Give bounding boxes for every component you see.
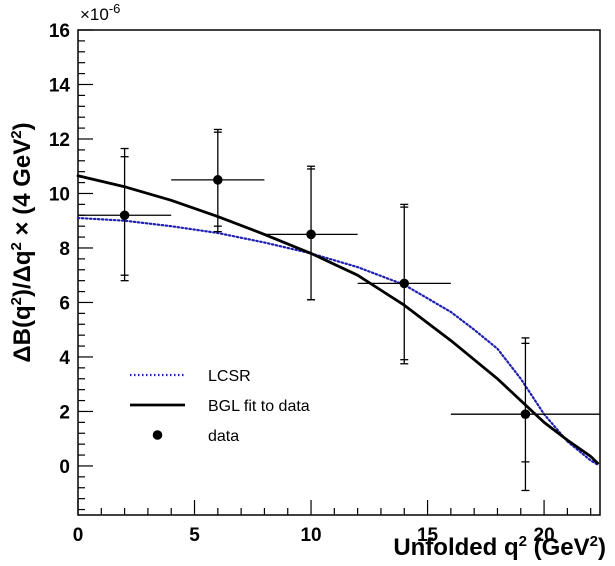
- y-title-sup: 2: [8, 242, 25, 250]
- plot-area: 0 5 10 15 20 0 2 4 6 8 10 12 14 16 ×10-6 LCSR BGL fit to…: [8, 1, 606, 561]
- legend-label: data: [208, 428, 239, 445]
- x-axis-title: Unfolded q2 (GeV2): [393, 533, 606, 561]
- y-tick-label: 10: [49, 184, 70, 205]
- y-multiplier-exponent: -6: [109, 1, 121, 16]
- x-tick-label: 0: [73, 525, 84, 546]
- y-title-text: ): [9, 122, 36, 130]
- y-tick-label: 0: [59, 457, 70, 478]
- y-title-text: × (4 GeV: [9, 139, 36, 242]
- y-title-text: )/Δq: [9, 250, 36, 297]
- data-point-group: [78, 147, 172, 282]
- x-tick-label: 5: [189, 525, 200, 546]
- y-title-text: ΔB(q: [9, 305, 36, 362]
- x-title-close: ): [598, 534, 606, 561]
- y-title-sup: 2: [8, 297, 25, 305]
- y-title-sup: 2: [8, 130, 25, 138]
- y-tick-label: 12: [49, 130, 70, 151]
- x-tick-label: 20: [534, 525, 555, 546]
- y-tick-label: 14: [49, 75, 71, 96]
- y-tick-label: 8: [59, 239, 70, 260]
- x-tick-label: 10: [300, 525, 321, 546]
- data-point-group: [264, 165, 358, 301]
- legend-label: LCSR: [208, 368, 251, 385]
- data-point: [119, 210, 130, 221]
- plot-frame: [77, 29, 601, 516]
- x-title-text: Unfolded q: [393, 534, 518, 561]
- legend-marker-data: [152, 430, 163, 440]
- y-tick-label: 2: [59, 402, 70, 423]
- legend-label: BGL fit to data: [208, 398, 310, 415]
- y-tick-label: 4: [59, 348, 70, 369]
- y-tick-label: 16: [49, 21, 70, 42]
- lcsr-curve: [76, 216, 599, 466]
- x-title-unit: (GeV: [527, 534, 590, 561]
- data-point: [399, 278, 410, 289]
- x-title-unit-sup: 2: [590, 533, 598, 550]
- data-point-group: [450, 337, 600, 492]
- y-multiplier-label: ×10-6: [80, 1, 120, 24]
- data-point: [213, 175, 223, 185]
- data-point-group: [171, 128, 265, 233]
- y-axis-title: ΔB(q2)/Δq2 × (4 GeV2): [8, 122, 36, 362]
- data-point: [306, 229, 316, 240]
- y-tick-label: 6: [59, 293, 70, 314]
- data-point-group: [357, 203, 451, 365]
- data-point: [520, 409, 531, 419]
- legend: LCSR BGL fit to data data: [130, 368, 310, 445]
- x-tick-label: 15: [417, 525, 439, 546]
- x-title-sup: 2: [519, 533, 527, 550]
- bgl-fit-curve: [76, 174, 600, 465]
